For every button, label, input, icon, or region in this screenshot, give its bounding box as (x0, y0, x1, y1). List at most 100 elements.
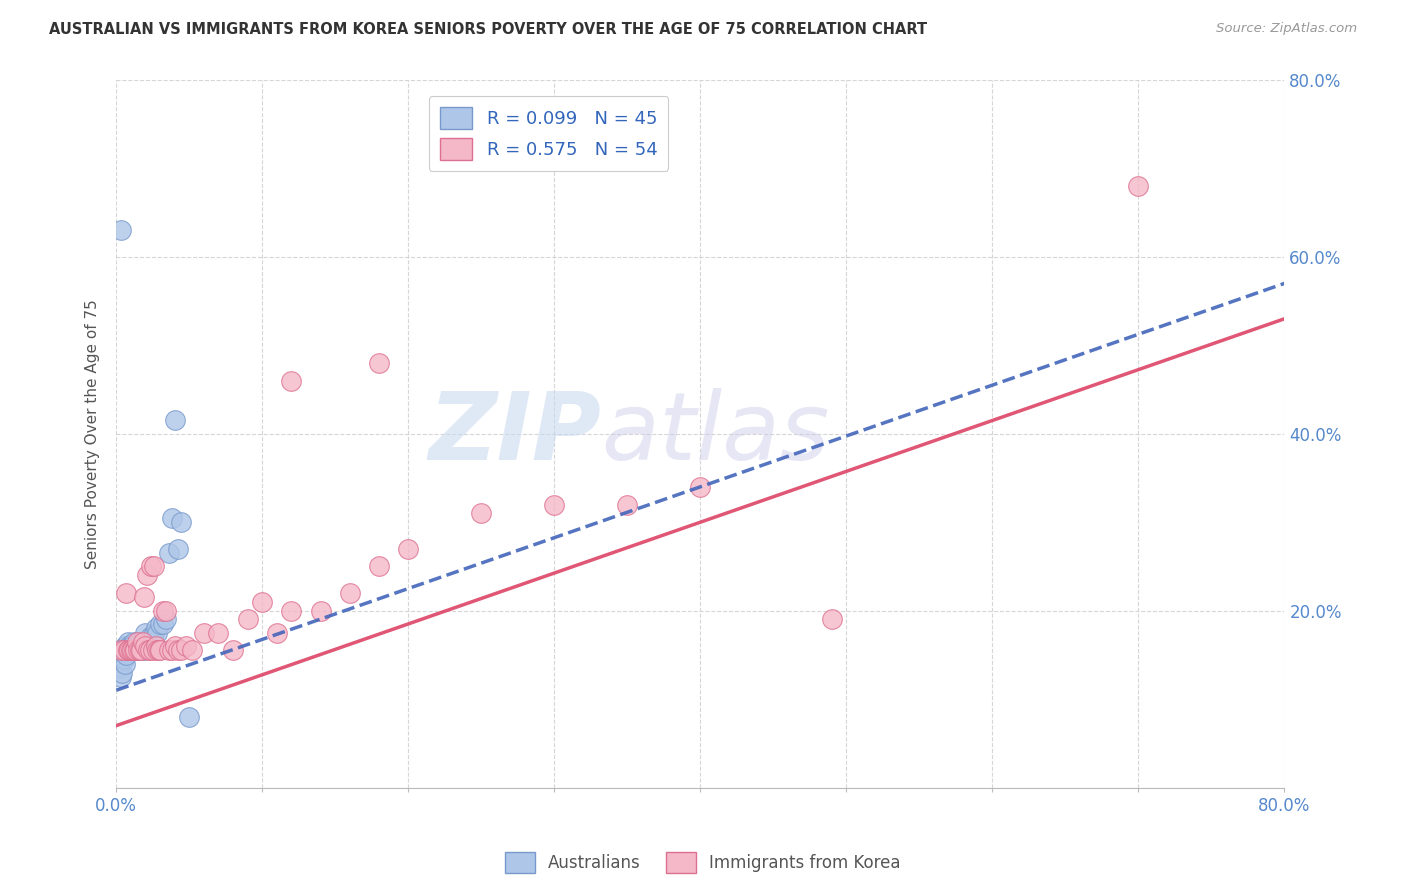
Point (152, 616, 174, 631)
Point (114, 639, 136, 653)
Point (124, 643, 146, 657)
Point (166, 643, 188, 657)
Text: atlas: atlas (600, 388, 830, 479)
Text: Source: ZipAtlas.com: Source: ZipAtlas.com (1216, 22, 1357, 36)
Point (155, 604, 177, 618)
Point (112, 643, 135, 657)
Point (110, 223, 132, 237)
Point (117, 643, 139, 657)
Point (132, 591, 155, 605)
Point (339, 586, 361, 600)
Point (252, 595, 274, 609)
Point (120, 643, 142, 657)
Point (132, 643, 155, 657)
Point (160, 643, 183, 657)
Point (689, 480, 711, 494)
Point (122, 634, 145, 648)
Point (616, 498, 638, 512)
Legend: Australians, Immigrants from Korea: Australians, Immigrants from Korea (498, 846, 908, 880)
Point (128, 643, 150, 657)
Point (134, 639, 156, 653)
Point (157, 643, 180, 657)
Point (110, 670, 132, 684)
Point (149, 643, 172, 657)
Point (142, 630, 165, 644)
Point (134, 625, 156, 640)
Point (143, 625, 166, 640)
Text: AUSTRALIAN VS IMMIGRANTS FROM KOREA SENIORS POVERTY OVER THE AGE OF 75 CORRELATI: AUSTRALIAN VS IMMIGRANTS FROM KOREA SENI… (49, 22, 928, 37)
Point (470, 507, 492, 521)
Point (138, 643, 160, 657)
Point (138, 639, 160, 653)
Point (143, 559, 166, 574)
Point (127, 643, 149, 657)
Point (115, 648, 138, 662)
Point (115, 639, 138, 653)
Point (163, 639, 186, 653)
Point (118, 639, 141, 653)
Point (117, 634, 139, 648)
Point (128, 643, 150, 657)
Point (124, 643, 146, 657)
Point (129, 634, 152, 648)
Point (155, 612, 177, 626)
Point (166, 541, 188, 556)
Point (114, 657, 136, 671)
Point (120, 643, 142, 657)
Point (131, 634, 153, 648)
Point (146, 625, 169, 640)
Point (129, 643, 152, 657)
Point (108, 661, 131, 675)
Point (139, 643, 162, 657)
Point (117, 643, 139, 657)
Point (127, 634, 149, 648)
Point (179, 710, 201, 724)
Point (112, 652, 135, 666)
Text: ZIP: ZIP (429, 388, 600, 480)
Point (148, 643, 170, 657)
Point (163, 413, 186, 427)
Point (157, 546, 180, 560)
Point (149, 616, 172, 631)
Legend: R = 0.099   N = 45, R = 0.575   N = 54: R = 0.099 N = 45, R = 0.575 N = 54 (429, 96, 668, 171)
Point (280, 374, 302, 388)
Point (176, 639, 198, 653)
Point (139, 630, 162, 644)
Point (120, 639, 142, 653)
Point (169, 515, 191, 529)
Point (125, 639, 148, 653)
Point (396, 541, 419, 556)
Point (309, 604, 332, 618)
Point (110, 643, 132, 657)
Point (169, 643, 191, 657)
Point (136, 639, 159, 653)
Point (112, 643, 135, 657)
Point (160, 510, 183, 524)
Point (122, 643, 145, 657)
Point (145, 639, 167, 653)
Point (821, 612, 844, 626)
Point (141, 634, 163, 648)
Point (145, 621, 167, 635)
Point (146, 643, 169, 657)
Point (131, 634, 153, 648)
Point (118, 643, 141, 657)
Point (368, 559, 391, 574)
Point (280, 604, 302, 618)
Point (122, 643, 145, 657)
Point (193, 625, 215, 640)
Point (222, 643, 245, 657)
Point (118, 643, 141, 657)
Point (121, 643, 143, 657)
Point (1128, 179, 1150, 194)
Point (111, 665, 134, 680)
Point (236, 612, 259, 626)
Point (136, 568, 159, 582)
Point (207, 625, 229, 640)
Point (368, 356, 391, 370)
Point (121, 639, 143, 653)
Point (181, 643, 204, 657)
Point (142, 643, 165, 657)
Point (115, 586, 138, 600)
Point (152, 604, 174, 618)
